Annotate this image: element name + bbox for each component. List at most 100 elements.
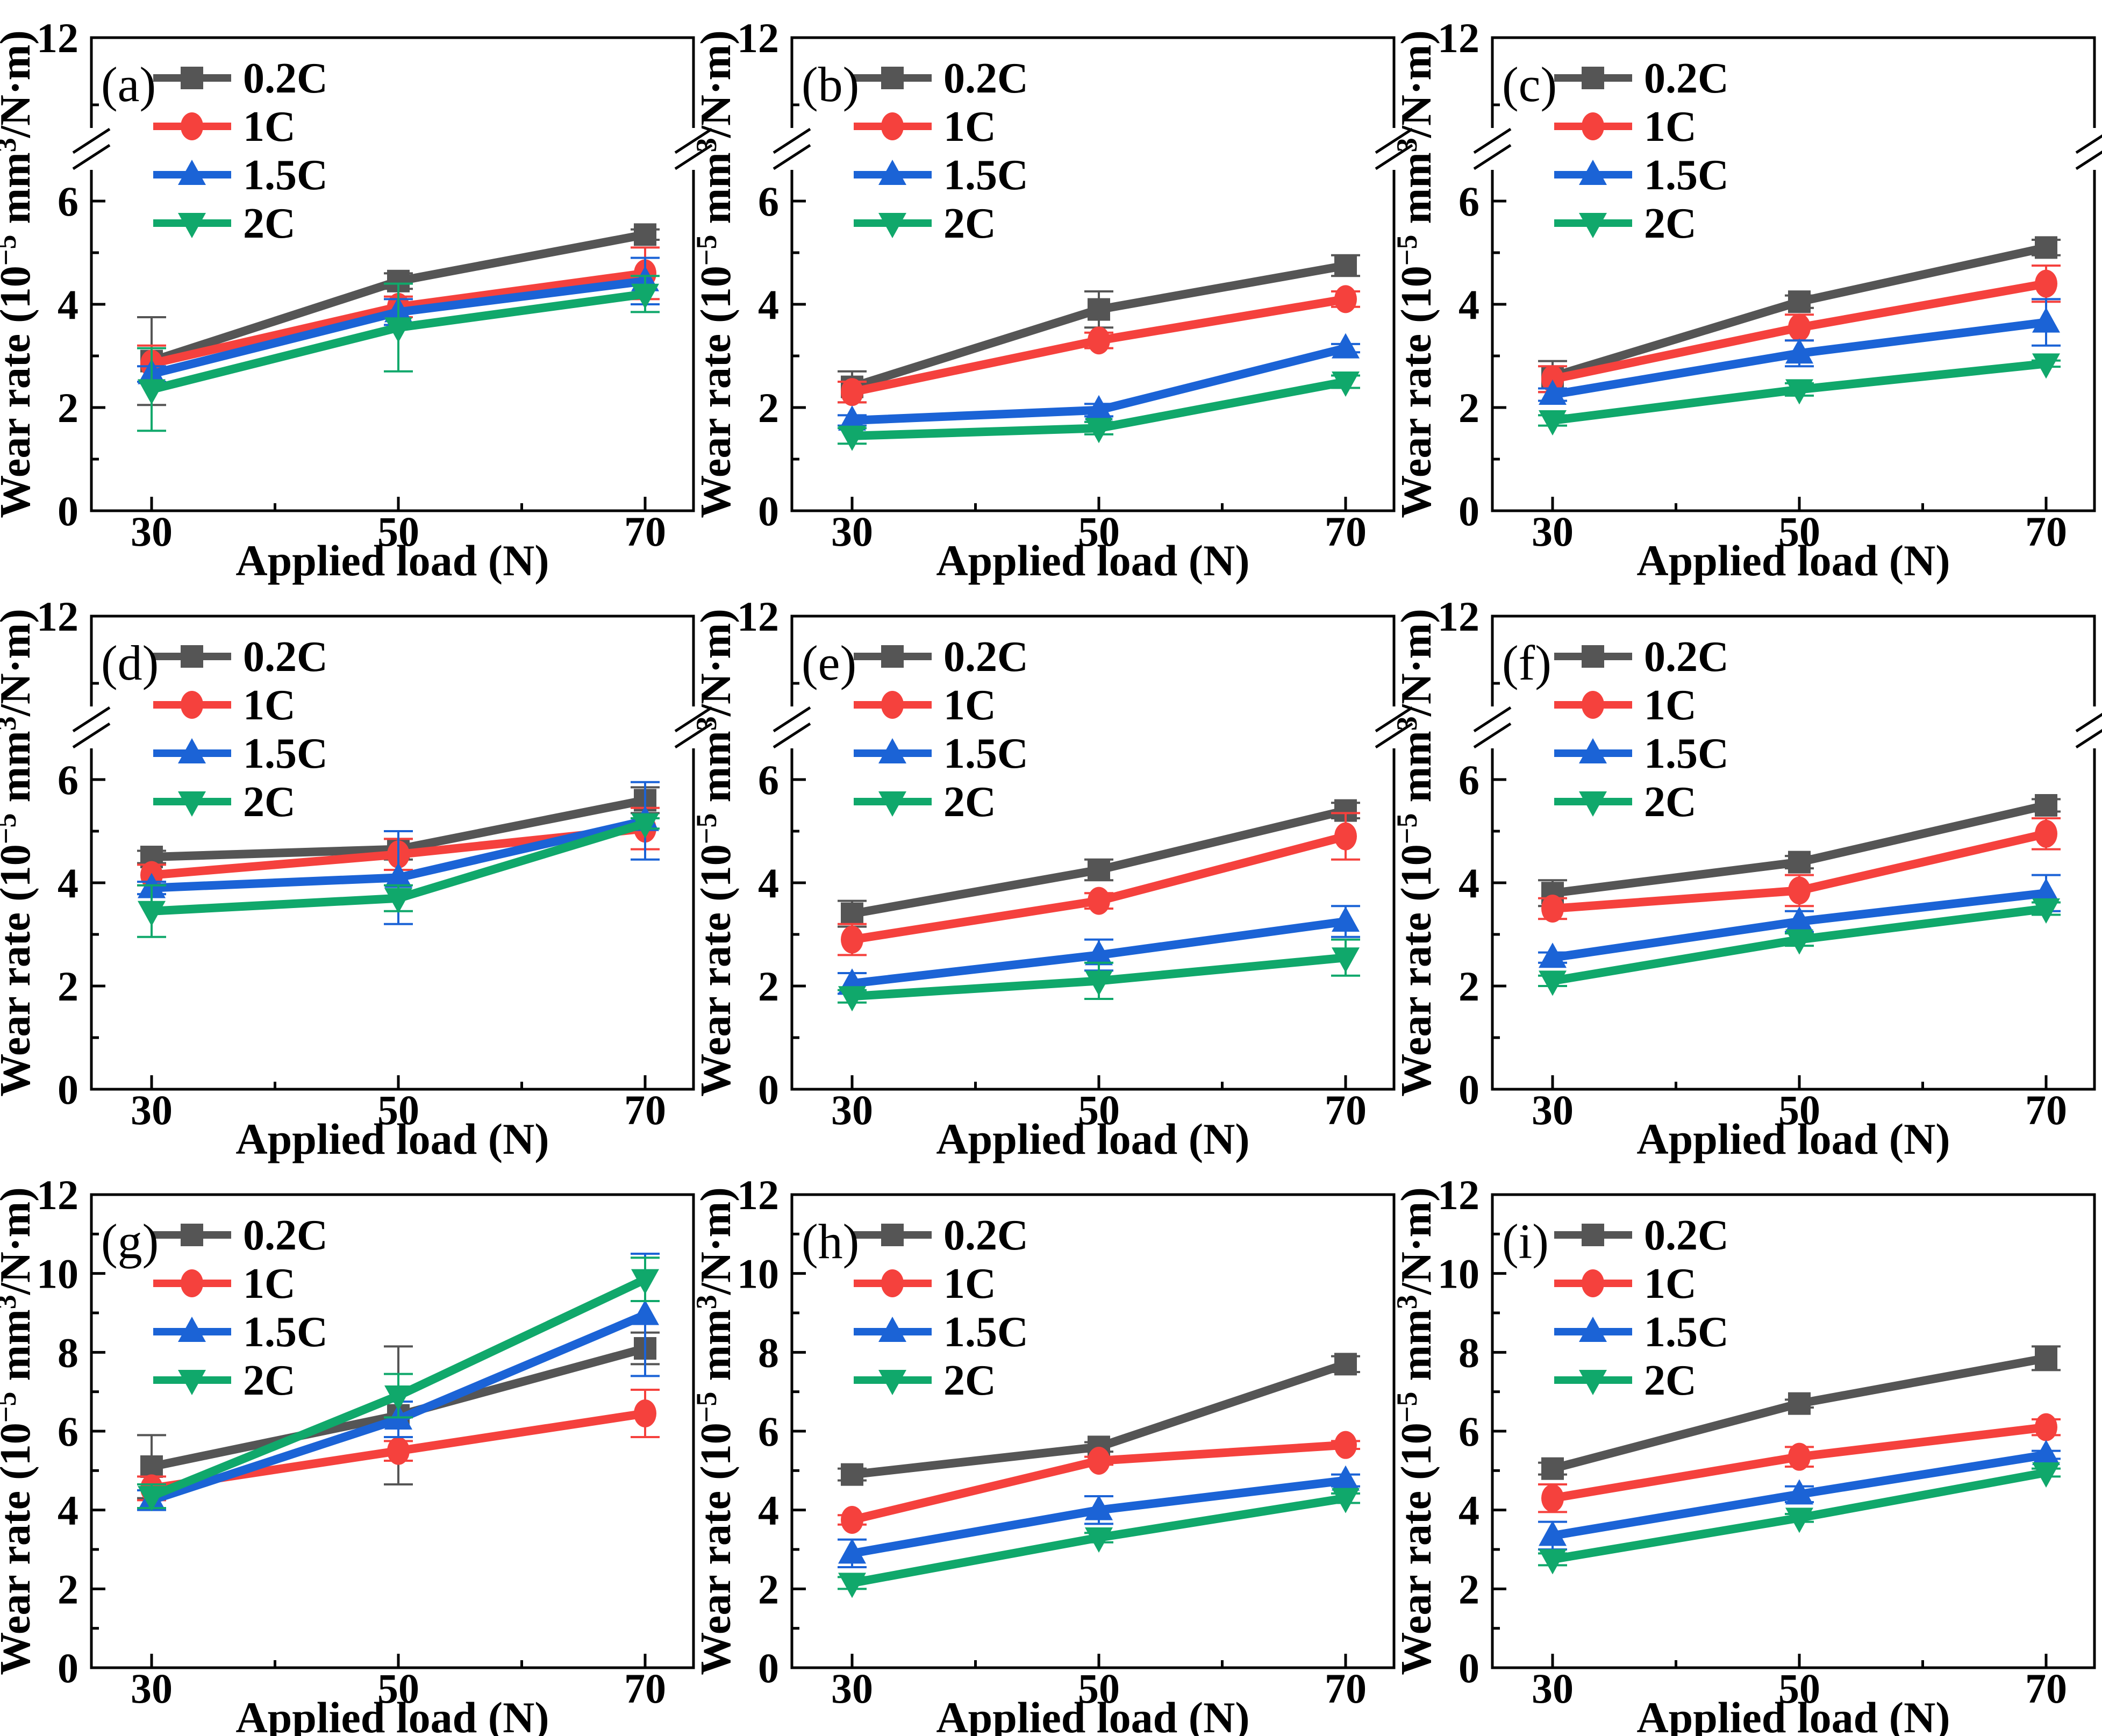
series-1C [838, 285, 1360, 406]
series-2C [1538, 1462, 2061, 1575]
legend-marker-circle [1582, 1269, 1604, 1297]
data-point-marker-1.5C [1539, 942, 1567, 968]
data-point-marker-2C [1085, 1527, 1113, 1553]
plot-frame [790, 615, 1396, 1091]
x-axis-tick-label: 70 [2025, 1087, 2067, 1133]
data-point-marker-1.5C [2032, 1440, 2060, 1465]
y-axis-tick-label: 2 [1458, 384, 1479, 431]
data-point-marker-2C [384, 888, 412, 913]
legend-marker-triangle-down [878, 1370, 906, 1395]
x-axis-tick-label: 30 [131, 1087, 173, 1133]
legend-item-1C: 1C [153, 103, 296, 151]
axis-break-gap [2090, 128, 2099, 170]
legend-marker-square [181, 1224, 203, 1246]
y-axis-title: Wear rate (10−5 mm3/N·m) [1391, 1187, 1440, 1675]
x-axis-title: Applied load (N) [936, 1693, 1249, 1736]
data-point-marker-1C [1788, 313, 1811, 342]
data-point-marker-2C [838, 1573, 866, 1598]
legend-marker-triangle-up [878, 1317, 906, 1342]
legend-label: 1C [1644, 103, 1697, 151]
x-axis-tick-label: 30 [831, 1087, 873, 1133]
plot-frame [90, 1193, 695, 1669]
panel-letter: (h) [802, 1214, 859, 1269]
y-axis-tick-label: 12 [737, 593, 779, 640]
axis-break-mark [72, 722, 111, 749]
y-axis-tick-label: 2 [1458, 1566, 1479, 1612]
series-1.5C [1538, 1440, 2061, 1551]
data-point-marker-2C [1085, 970, 1113, 996]
series-2C [838, 1488, 1360, 1598]
data-point-marker-1.5C [1785, 906, 1813, 932]
y-axis-tick-label: 2 [758, 1566, 779, 1612]
data-point-marker-2C [631, 283, 659, 309]
legend-item-2C: 2C [1554, 200, 1697, 247]
y-axis-tick-label: 4 [1458, 860, 1479, 906]
series-2C [137, 813, 660, 938]
data-point-marker-2C [1085, 418, 1113, 444]
legend-item-1.5C: 1.5C [153, 152, 328, 199]
y-axis-tick-label: 4 [758, 281, 779, 328]
legend-marker-triangle-down [178, 1370, 206, 1395]
data-point-marker-2C [838, 986, 866, 1012]
series-1C [838, 1431, 1360, 1534]
plot-frame [90, 36, 695, 512]
data-point-marker-0.2C [1788, 1392, 1811, 1415]
y-axis-tick-label: 0 [1458, 1066, 1479, 1113]
axis-break-mark [1375, 722, 1413, 749]
data-point-marker-2C [384, 317, 412, 343]
x-axis-tick-label: 70 [1325, 1087, 1367, 1133]
legend-label: 1.5C [243, 730, 328, 777]
y-axis-tick-label: 8 [1458, 1329, 1479, 1376]
legend-label: 1C [943, 682, 996, 729]
axis-break-gap [2090, 706, 2099, 748]
x-axis-tick-label: 30 [131, 1665, 173, 1712]
legend-marker-triangle-up [1579, 738, 1607, 763]
axis-break-gap [1488, 128, 1497, 170]
legend-marker-circle [881, 691, 904, 719]
panel-letter: (i) [1502, 1214, 1549, 1269]
data-point-marker-2C [1785, 1508, 1813, 1533]
series-1.5C [838, 1465, 1360, 1568]
series-2C [1538, 353, 2061, 435]
legend-item-1.5C: 1.5C [1554, 1309, 1729, 1356]
legend-marker-circle [1582, 112, 1604, 140]
legend-label: 0.2C [943, 633, 1028, 681]
data-point-marker-1C [1334, 1431, 1357, 1459]
x-axis-tick-label: 70 [624, 1665, 666, 1712]
x-axis-title: Applied load (N) [1636, 536, 1950, 585]
data-point-marker-1.5C [1785, 338, 1813, 364]
panel-cell-a: 30 50 70 0 2 4 6 12 0.2C 1C 1.5C 2C (a) Applied load … [0, 0, 713, 585]
legend-label: 2C [243, 778, 296, 826]
data-point-marker-0.2C [1088, 298, 1110, 321]
legend-marker-triangle-down [1579, 791, 1607, 817]
legend-marker-square [881, 645, 904, 668]
data-point-marker-1.5C [1539, 1520, 1567, 1546]
axis-break-mark [674, 706, 713, 733]
panel-letter: (a) [101, 57, 156, 112]
y-axis-tick-label: 4 [758, 1487, 779, 1534]
y-axis-tick-label: 0 [1458, 1645, 1479, 1691]
legend-label: 1C [243, 682, 296, 729]
legend-marker-circle [881, 1269, 904, 1297]
y-axis-tick-label: 8 [58, 1329, 78, 1376]
panel-cell-i: 30 50 70 0 2 4 6 8 10 12 0.2C 1C 1.5C 2C (i) Applied lo… [1391, 1157, 2101, 1736]
legend-marker-triangle-up [878, 160, 906, 185]
x-axis-tick-label: 70 [1325, 508, 1367, 555]
legend-marker-circle [881, 112, 904, 140]
legend-marker-square [1582, 67, 1604, 89]
legend-marker-square [881, 67, 904, 89]
legend-marker-circle [181, 112, 203, 140]
data-point-marker-2C [138, 379, 166, 405]
data-point-marker-1C [1334, 822, 1357, 851]
x-axis-title: Applied load (N) [235, 536, 549, 585]
x-axis-tick-label: 50 [1778, 1087, 1820, 1133]
x-axis-tick-label: 70 [624, 1087, 666, 1133]
x-axis-tick-label: 30 [831, 1665, 873, 1712]
series-2C [838, 938, 1360, 1012]
legend-item-0.2C: 0.2C [1554, 1212, 1729, 1259]
y-axis-tick-label: 4 [58, 860, 78, 906]
legend-item-1C: 1C [1554, 682, 1697, 729]
data-point-marker-1.5C [1085, 395, 1113, 420]
